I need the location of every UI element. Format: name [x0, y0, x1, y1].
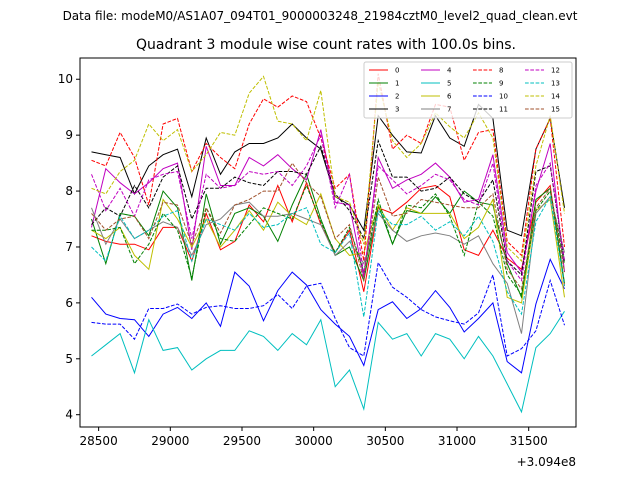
x-tick-label: 31000 — [438, 434, 476, 448]
y-tick-label: 4 — [65, 408, 73, 422]
series-line-0 — [91, 181, 565, 292]
legend-label-5: 5 — [447, 80, 451, 88]
x-axis-ticks: 28500 29000 29500 30000 30500 31000 31500 — [80, 427, 548, 448]
x-tick-label: 30500 — [366, 434, 404, 448]
x-tick-label: 30000 — [295, 434, 333, 448]
series-line-8 — [91, 73, 565, 262]
data-file-suptitle: Data file: modeM0/AS1A07_094T01_90000032… — [63, 9, 578, 23]
x-tick-label: 29000 — [151, 434, 189, 448]
series-line-5 — [91, 311, 565, 414]
legend-label-9: 9 — [499, 80, 503, 88]
legend-label-12: 12 — [551, 67, 560, 75]
x-tick-label: 29500 — [223, 434, 261, 448]
y-axis-ticks: 4 5 6 7 8 9 10 — [58, 72, 80, 422]
series-line-4 — [91, 129, 565, 278]
series-line-9 — [91, 184, 565, 296]
y-tick-label: 5 — [65, 352, 73, 366]
legend-label-10: 10 — [499, 93, 508, 101]
y-tick-label: 8 — [65, 184, 73, 198]
legend-label-1: 1 — [395, 80, 399, 88]
legend-label-11: 11 — [499, 106, 508, 114]
series-line-14 — [91, 75, 565, 263]
legend-label-2: 2 — [395, 93, 399, 101]
x-tick-label: 28500 — [80, 434, 118, 448]
chart-title: Quadrant 3 module wise count rates with … — [136, 37, 516, 53]
legend-box — [363, 61, 573, 119]
plot-frame — [79, 57, 577, 428]
plot-area: 28500 29000 29500 30000 30500 31000 31500 4 5 6 7… — [58, 57, 577, 448]
series-line-10 — [91, 261, 565, 357]
x-tick-label: 31500 — [510, 434, 548, 448]
series-layer — [91, 73, 565, 414]
legend-label-8: 8 — [499, 67, 503, 75]
legend-label-15: 15 — [551, 106, 560, 114]
y-tick-label: 6 — [65, 296, 73, 310]
series-line-7 — [91, 195, 565, 334]
y-tick-label: 9 — [65, 128, 73, 142]
series-line-13 — [91, 195, 565, 317]
legend-label-4: 4 — [447, 67, 452, 75]
series-line-2 — [91, 257, 565, 374]
legend-label-6: 6 — [447, 93, 452, 101]
legend-label-7: 7 — [447, 106, 451, 114]
legend-label-3: 3 — [395, 106, 399, 114]
series-line-15 — [91, 162, 565, 291]
legend-label-0: 0 — [395, 67, 399, 75]
y-tick-label: 10 — [58, 72, 73, 86]
legend-label-14: 14 — [551, 93, 560, 101]
series-line-11 — [91, 138, 565, 276]
y-tick-label: 7 — [65, 240, 73, 254]
x-axis-offset-label: +3.094e8 — [517, 455, 576, 469]
series-line-12 — [91, 133, 565, 282]
legend-label-13: 13 — [551, 80, 560, 88]
